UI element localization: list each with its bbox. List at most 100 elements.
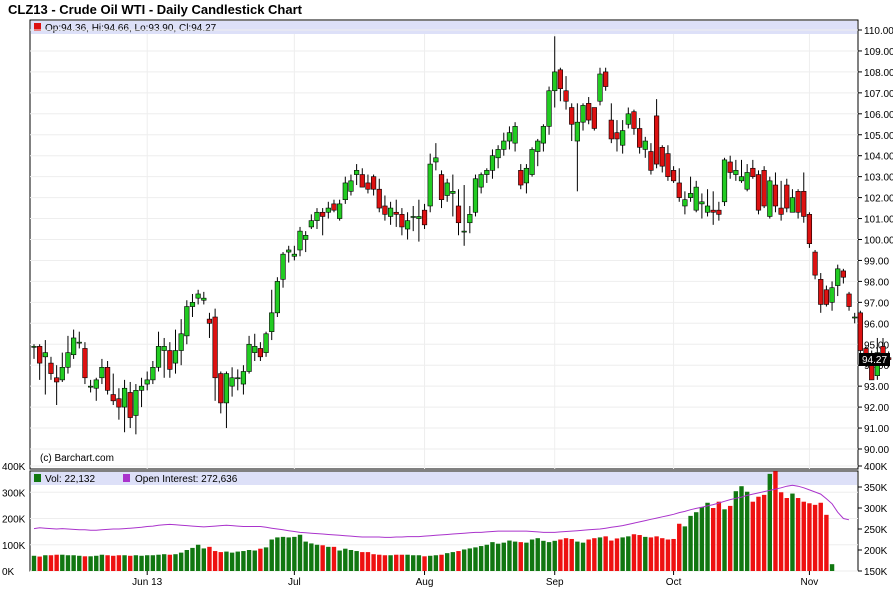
candle-body	[206, 318, 213, 324]
volume-axis: 0K 100K 200K 300K 400K 150K 200K 250K 300K 350K 40…	[2, 462, 888, 578]
volume-bar	[309, 543, 314, 571]
candle-body	[31, 346, 37, 348]
volume-bar	[178, 552, 184, 571]
volume-bar	[354, 551, 359, 571]
x-tick-label: Aug	[416, 577, 434, 588]
volume-bar	[727, 505, 733, 571]
volume-bar	[422, 556, 427, 571]
candle-body	[840, 270, 846, 278]
volume-bar	[286, 537, 291, 571]
x-tick-label: Sep	[546, 577, 564, 588]
volume-bar	[535, 538, 540, 571]
volume-tick-label: 300K	[2, 488, 26, 499]
price-tick-label: 103.00	[864, 173, 893, 184]
volume-bar	[444, 553, 450, 571]
candle-body	[399, 214, 405, 228]
volume-bar	[824, 514, 829, 571]
candle-body	[676, 182, 682, 198]
price-tick-label: 106.00	[864, 110, 893, 121]
candle-body	[637, 128, 643, 148]
candle-body	[563, 90, 569, 102]
volume-bar	[263, 547, 269, 571]
copyright-label: (c) Barchart.com	[40, 453, 114, 464]
volume-bar	[71, 555, 76, 571]
candle-body	[370, 176, 377, 190]
volume-bar	[739, 486, 744, 571]
volume-bar	[343, 548, 348, 571]
candle-body	[478, 174, 484, 188]
price-tick-label: 108.00	[864, 68, 893, 79]
volume-bar	[77, 555, 82, 571]
volume-bar	[648, 537, 654, 571]
volume-bar	[65, 555, 71, 571]
candle-body	[761, 170, 767, 207]
candle-body	[444, 182, 450, 196]
volume-bar	[105, 555, 110, 571]
candle-body	[297, 230, 303, 251]
candle-body	[823, 289, 829, 305]
volume-bar	[518, 542, 523, 571]
candle-body	[721, 159, 728, 203]
last-price-label: 94.27	[862, 355, 887, 366]
oi-tick-label: 250K	[864, 525, 888, 536]
volume-bar	[382, 555, 388, 571]
volume-bar	[586, 539, 591, 571]
candle-body	[699, 201, 705, 205]
price-tick-label: 104.00	[864, 152, 893, 163]
candle-body	[110, 394, 116, 402]
volume-bar	[428, 555, 433, 571]
candle-body	[455, 205, 462, 224]
volume-bar	[235, 551, 240, 571]
candle-body	[314, 211, 320, 221]
candle-body	[648, 151, 654, 171]
volume-tick-label: 100K	[2, 541, 26, 552]
volume-bar	[450, 552, 456, 571]
volume-bar	[331, 546, 337, 571]
candle-body	[337, 203, 343, 219]
candle-body	[591, 107, 597, 129]
x-tick-label: Jun 13	[132, 577, 162, 588]
volume-bar	[31, 555, 37, 571]
volume-tick-label: 200K	[2, 515, 26, 526]
volume-bar	[139, 555, 144, 571]
candle-body	[467, 214, 473, 224]
price-tick-label: 107.00	[864, 89, 893, 100]
volume-bar	[682, 526, 688, 571]
candle-body	[393, 211, 399, 215]
volume-bar	[665, 539, 671, 571]
volume-bar	[371, 554, 376, 571]
candle-body	[450, 191, 456, 194]
volume-bar	[439, 554, 444, 571]
candle-body	[274, 281, 280, 314]
volume-bar	[484, 544, 489, 571]
candle-body	[812, 251, 818, 276]
volume-bar	[807, 503, 812, 571]
candle-body	[291, 253, 297, 257]
x-axis: Jun 13 Jul Aug Sep Oct Nov	[132, 571, 818, 588]
candle-body	[727, 161, 733, 173]
volume-bar	[467, 548, 473, 571]
candle-body	[506, 132, 513, 142]
candle-body	[212, 316, 218, 379]
candle-body	[518, 170, 524, 186]
volume-bar	[563, 538, 569, 571]
price-tick-label: 97.00	[864, 298, 889, 309]
x-tick-label: Oct	[666, 577, 682, 588]
candle-body	[614, 132, 620, 140]
candle-body	[580, 105, 586, 123]
candle-body	[286, 249, 292, 253]
volume-bar	[705, 502, 710, 571]
candle-body	[155, 346, 162, 368]
volume-bar	[94, 555, 99, 571]
volume-bar	[773, 471, 778, 571]
candle-body	[438, 174, 445, 200]
price-tick-label: 96.00	[864, 319, 889, 330]
volume-bar	[603, 536, 608, 571]
candle-body	[495, 149, 501, 159]
price-legend-swatch	[34, 23, 41, 31]
candle-body	[404, 220, 411, 230]
candle-body	[642, 140, 648, 150]
candle-body	[795, 191, 801, 213]
candle-body	[127, 392, 133, 418]
